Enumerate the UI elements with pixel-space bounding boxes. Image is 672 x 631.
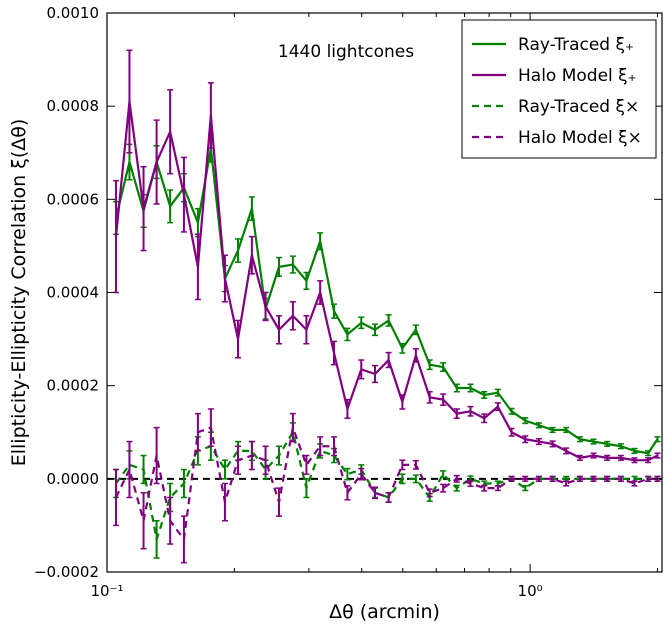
y-axis-title: Ellipticity-Ellipticity Correlation ξ(Δθ…	[8, 119, 30, 467]
y-tick-label: 0.0000	[47, 470, 100, 488]
x-tick-label: 10⁰	[518, 582, 543, 600]
x-tick-label: 10⁻¹	[90, 582, 123, 600]
series-line	[114, 146, 659, 455]
series-1	[112, 133, 661, 457]
y-tick-label: 0.0008	[47, 97, 100, 115]
y-tick-label: 0.0002	[47, 377, 100, 395]
plot-area	[107, 49, 662, 564]
series-2	[112, 49, 661, 464]
series-line	[114, 100, 658, 462]
series-line	[114, 426, 658, 541]
series-4	[112, 408, 661, 564]
series-3	[112, 422, 661, 559]
legend-label: Ray-Traced ξ×	[518, 97, 639, 117]
y-tick-label: −0.0002	[34, 563, 99, 581]
legend: Ray-Traced ξ₊ Halo Model ξ₊ Ray-Traced ξ× H…	[461, 19, 657, 159]
y-tick-label: 0.0004	[47, 284, 100, 302]
y-tick-label: 0.0006	[47, 190, 100, 208]
legend-label: Ray-Traced ξ₊	[518, 35, 634, 55]
axes: −0.0002 0.0000 0.0002 0.0004 0.0006 0.0008 0.0…	[34, 4, 663, 600]
x-axis-title: Δθ (arcmin)	[329, 601, 440, 623]
legend-label: Halo Model ξ×	[518, 128, 642, 148]
y-tick-label: 0.0010	[47, 4, 100, 22]
annotation-text: 1440 lightcones	[278, 42, 414, 62]
legend-label: Halo Model ξ₊	[518, 66, 637, 86]
